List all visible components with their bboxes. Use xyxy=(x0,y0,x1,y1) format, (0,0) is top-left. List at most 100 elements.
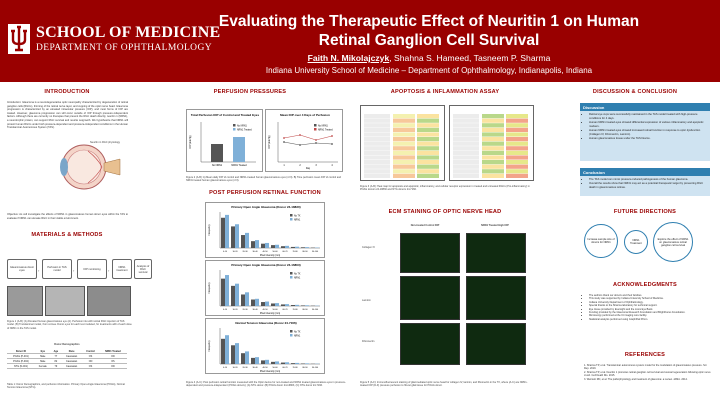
legend-label: No NRN1 xyxy=(237,125,248,127)
bar xyxy=(255,298,259,306)
heatmap-cell xyxy=(506,123,528,128)
bar xyxy=(265,242,269,248)
heatmap-label-cell xyxy=(453,169,479,174)
conclusion-label: Conclusion xyxy=(580,168,710,176)
heatmap-cell xyxy=(417,132,439,137)
poster-title: Evaluating the Therapeutic Effect of Neu… xyxy=(218,13,640,49)
tick-label: 90-100 xyxy=(312,251,319,253)
tick-label: 4 xyxy=(331,164,333,167)
heatmap-cell xyxy=(393,127,415,132)
heatmap-cell xyxy=(482,137,504,142)
table-caption: Table 1: Donor Demographics, and perfusi… xyxy=(7,383,125,390)
bar xyxy=(225,214,229,248)
chart-title: Primary Open Angle Glaucoma (Donor 24-18… xyxy=(231,205,300,209)
table-row: NTG (N-001) Female 79 Caucasian OS OD xyxy=(7,363,127,369)
flow-step: Perfusion in TAS model xyxy=(42,259,72,279)
refs-heading: REFERENCES xyxy=(624,352,666,358)
table-cell: OD xyxy=(98,363,127,369)
heatmap-label-cell xyxy=(364,150,390,155)
table-cell: POAG (P-001) xyxy=(7,353,35,359)
tick-label: 0-10 xyxy=(223,251,228,253)
bar xyxy=(251,241,255,248)
tick-label: 90-100 xyxy=(312,367,319,369)
tick-label: 50-60 xyxy=(272,309,278,311)
ecm-image xyxy=(466,323,526,365)
ecm-col-label: NRN1 Treated High IOP xyxy=(481,224,509,227)
ecm-caption: Figure 5 (A-F): Immunofluorescent staini… xyxy=(360,381,528,388)
school-name: SCHOOL OF MEDICINE xyxy=(36,24,221,41)
x-label: Pixel Intensity (nm) xyxy=(260,254,281,257)
ack-list: The authors thank our donors and their f… xyxy=(584,294,712,321)
donor-eye-photo xyxy=(7,286,43,316)
ecm-image xyxy=(466,233,526,273)
heatmap-label-cell xyxy=(453,127,479,132)
heatmap-cell xyxy=(506,132,528,137)
tick-label: 40-50 xyxy=(262,367,268,369)
department-name: DEPARTMENT OF OPHTHALMOLOGY xyxy=(36,43,212,53)
legend-swatch xyxy=(233,128,236,131)
tick-label: 90-100 xyxy=(312,309,319,311)
heatmap-cell xyxy=(393,146,415,151)
heatmap-label-cell xyxy=(453,155,479,160)
heatmap-cell xyxy=(482,146,504,151)
y-label: Frequency xyxy=(208,224,211,236)
heatmap-cell xyxy=(506,118,528,123)
bar xyxy=(261,360,265,364)
table-header: Race xyxy=(61,349,83,354)
legend-swatch xyxy=(314,128,317,131)
table-cell: OS xyxy=(82,363,99,369)
heatmap-label-cell xyxy=(453,137,479,142)
tick-label: No NRN1 xyxy=(212,164,223,167)
chart-frame: Primary Open Angle Glaucoma (Donor 24-18… xyxy=(205,202,325,258)
tick-label: 0-10 xyxy=(223,367,228,369)
bar xyxy=(241,353,245,364)
heatmap-poag xyxy=(360,105,445,181)
x-label: Pixel Intensity (nm) xyxy=(260,370,281,373)
legend-swatch xyxy=(290,218,293,221)
bar xyxy=(231,345,235,364)
bar xyxy=(225,275,229,306)
bar xyxy=(231,285,235,306)
list-item: This study was supported by Indiana Univ… xyxy=(589,297,712,300)
table-cell: OD xyxy=(82,358,99,364)
bar xyxy=(295,246,299,248)
tick-label: 2 xyxy=(299,164,301,167)
table-cell: OS xyxy=(82,353,99,359)
heatmap-cell xyxy=(393,155,415,160)
heatmap-label-cell xyxy=(364,141,390,146)
arrow-right-icon: › xyxy=(108,268,110,273)
bar xyxy=(281,246,285,248)
list-item: Funding provided by the Glaucoma Researc… xyxy=(589,311,712,314)
legend-label: NRN1 xyxy=(294,277,301,279)
heatmap-label-cell xyxy=(364,169,390,174)
legend-swatch xyxy=(314,124,317,127)
bar xyxy=(301,363,305,364)
poster-header: SCHOOL OF MEDICINE DEPARTMENT OF OPHTHAL… xyxy=(0,0,720,82)
heatmap-label-cell xyxy=(364,127,390,132)
tick-label: NRN1 Treated xyxy=(231,164,247,167)
legend-label: No TX xyxy=(294,273,301,275)
ecm-row-label: Fibronectin xyxy=(362,340,375,343)
heatmap-label-cell xyxy=(453,118,479,123)
tick-label: 30-40 xyxy=(252,309,258,311)
table-title: Donor Demographics xyxy=(54,343,80,346)
heatmap-ntg xyxy=(449,105,534,181)
discussion-list: Retinal eye cups were successfully maint… xyxy=(580,111,710,161)
intro-objective: Objective: As cell investigate the effec… xyxy=(7,213,128,220)
bar xyxy=(301,305,305,306)
bar xyxy=(255,240,259,248)
heatmap-label-cell xyxy=(453,141,479,146)
heatmap-label-cell xyxy=(364,155,390,160)
table-cell: Caucasian xyxy=(61,358,83,364)
bar xyxy=(241,294,245,306)
tick-label: 80-90 xyxy=(302,309,308,311)
heatmap-label-cell xyxy=(453,123,479,128)
heatmap-cell xyxy=(506,155,528,160)
heatmap-cell xyxy=(482,150,504,155)
co-authors: , Shahna S. Hameed, Tasneem P. Sharma xyxy=(389,53,551,63)
heatmap-label-cell xyxy=(364,118,390,123)
bar xyxy=(301,247,305,248)
discussion-heading: DISCUSSION & CONCLUSION xyxy=(592,89,678,95)
bar xyxy=(231,226,235,248)
bar xyxy=(305,305,309,306)
